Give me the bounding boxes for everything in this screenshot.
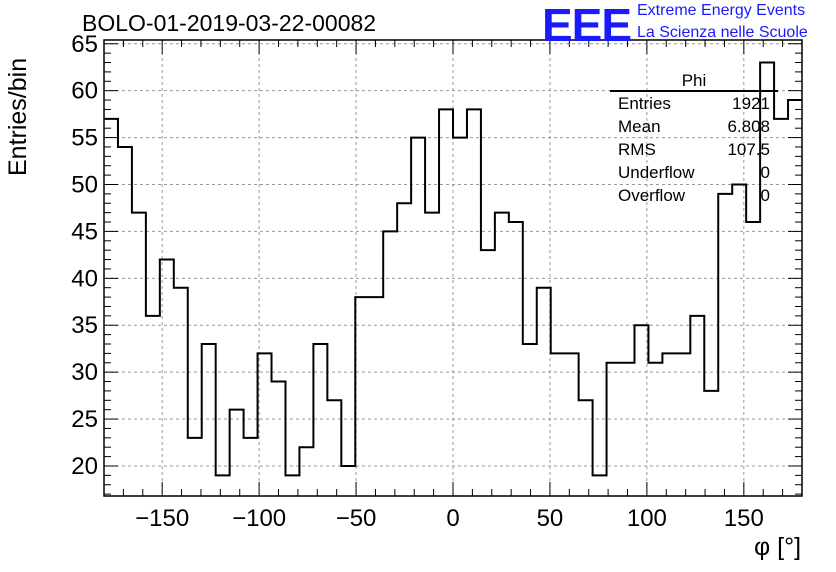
- histogram-bin: [746, 222, 760, 496]
- histogram-bin: [495, 213, 509, 496]
- histogram-bin: [788, 100, 802, 496]
- histogram-bin: [690, 316, 704, 496]
- histogram-bin: [132, 213, 146, 496]
- y-tick-label: 60: [71, 78, 98, 105]
- stat-value: 6.808: [727, 117, 770, 136]
- histogram-bin: [607, 363, 621, 496]
- histogram-bin: [383, 231, 397, 496]
- tick-labels: −150 −100 −50 0 50 100 150 20 25 30 35 40 45 50 55 60 65: [71, 31, 764, 532]
- y-axis-label: Entries/bin: [4, 57, 32, 176]
- histogram-bin: [732, 184, 746, 496]
- stats-box: Phi Entries 1921 Mean 6.808 RMS 107.5 Un…: [610, 68, 778, 208]
- histogram-bin: [327, 400, 341, 496]
- histogram-bin: [621, 363, 635, 496]
- histogram-bin: [467, 109, 481, 496]
- x-tick-label: 100: [627, 505, 667, 532]
- eee-logo: EEE: [542, 0, 632, 51]
- histogram-bin: [285, 475, 299, 496]
- stat-label: Underflow: [618, 163, 695, 182]
- y-tick-label: 55: [71, 125, 98, 152]
- histogram-bin: [174, 288, 188, 496]
- histogram-bin: [718, 194, 732, 496]
- histogram-bin: [230, 410, 244, 496]
- stats-title: Phi: [681, 71, 707, 90]
- stat-row-mean: Mean 6.808: [618, 117, 770, 139]
- stat-row-entries: Entries 1921: [618, 94, 770, 116]
- histogram-bin: [188, 438, 202, 496]
- histogram-bin: [579, 400, 593, 496]
- histogram-bin: [565, 353, 579, 496]
- histogram-bin: [704, 391, 718, 496]
- histogram-bin: [341, 466, 355, 496]
- histogram-bin: [118, 147, 132, 496]
- histogram-bin: [634, 325, 648, 496]
- stat-label: RMS: [618, 140, 656, 159]
- histogram-bin: [411, 138, 425, 496]
- y-tick-label: 40: [71, 265, 98, 292]
- stat-value: 1921: [732, 94, 770, 113]
- histogram-bin: [425, 213, 439, 496]
- y-tick-label: 45: [71, 218, 98, 245]
- histogram-series: [104, 61, 802, 496]
- histogram-outline: [104, 61, 802, 477]
- stat-row-overflow: Overflow 0: [618, 186, 770, 208]
- x-tick-label: 150: [724, 505, 764, 532]
- histogram-bin: [481, 250, 495, 496]
- histogram-bin: [397, 203, 411, 496]
- histogram-bin: [439, 109, 453, 496]
- stat-value: 0: [760, 163, 770, 182]
- stat-label: Overflow: [618, 186, 686, 205]
- histogram-bin: [216, 475, 230, 496]
- histogram-bin: [299, 447, 313, 496]
- y-tick-label: 20: [71, 453, 98, 480]
- y-tick-label: 35: [71, 312, 98, 339]
- histogram-bin: [244, 438, 258, 496]
- x-axis-label: φ [°]: [754, 533, 802, 561]
- stat-row-underflow: Underflow 0: [618, 163, 770, 185]
- stat-row-rms: RMS 107.5: [618, 140, 770, 162]
- histogram-bin: [676, 353, 690, 496]
- stat-value: 107.5: [727, 140, 770, 159]
- histogram-bin: [593, 475, 607, 496]
- histogram-bin: [537, 288, 551, 496]
- histogram-bin: [523, 344, 537, 496]
- histogram-bin: [648, 363, 662, 496]
- plot-frame: [103, 39, 803, 497]
- logo-line-1: Extreme Energy Events: [637, 2, 806, 19]
- histogram-bin: [662, 353, 676, 496]
- stats-divider: [610, 90, 778, 92]
- y-tick-label: 50: [71, 171, 98, 198]
- histogram-bin: [146, 316, 160, 496]
- y-tick-label: 25: [71, 406, 98, 433]
- x-tick-label: 50: [537, 505, 564, 532]
- stat-label: Entries: [618, 94, 671, 113]
- histogram-bin: [551, 353, 565, 496]
- stat-value: 0: [760, 186, 770, 205]
- y-tick-label: 65: [71, 31, 98, 58]
- histogram-bin: [272, 382, 286, 496]
- histogram-bin: [509, 222, 523, 496]
- histogram-bin: [160, 260, 174, 496]
- stat-label: Mean: [618, 117, 661, 136]
- histogram-bin: [369, 297, 383, 496]
- histogram-bin: [258, 353, 272, 496]
- logo-line-2: La Scienza nelle Scuole: [637, 24, 808, 41]
- x-tick-label: 0: [446, 505, 459, 532]
- x-tick-label: −100: [232, 505, 286, 532]
- x-tick-label: −150: [135, 505, 189, 532]
- histogram-bin: [313, 344, 327, 496]
- x-tick-label: −50: [336, 505, 377, 532]
- histogram-bin: [355, 297, 369, 496]
- histogram-bin: [453, 138, 467, 496]
- chart-title: BOLO-01-2019-03-22-00082: [82, 10, 377, 36]
- histogram-bin: [202, 344, 216, 496]
- y-tick-label: 30: [71, 359, 98, 386]
